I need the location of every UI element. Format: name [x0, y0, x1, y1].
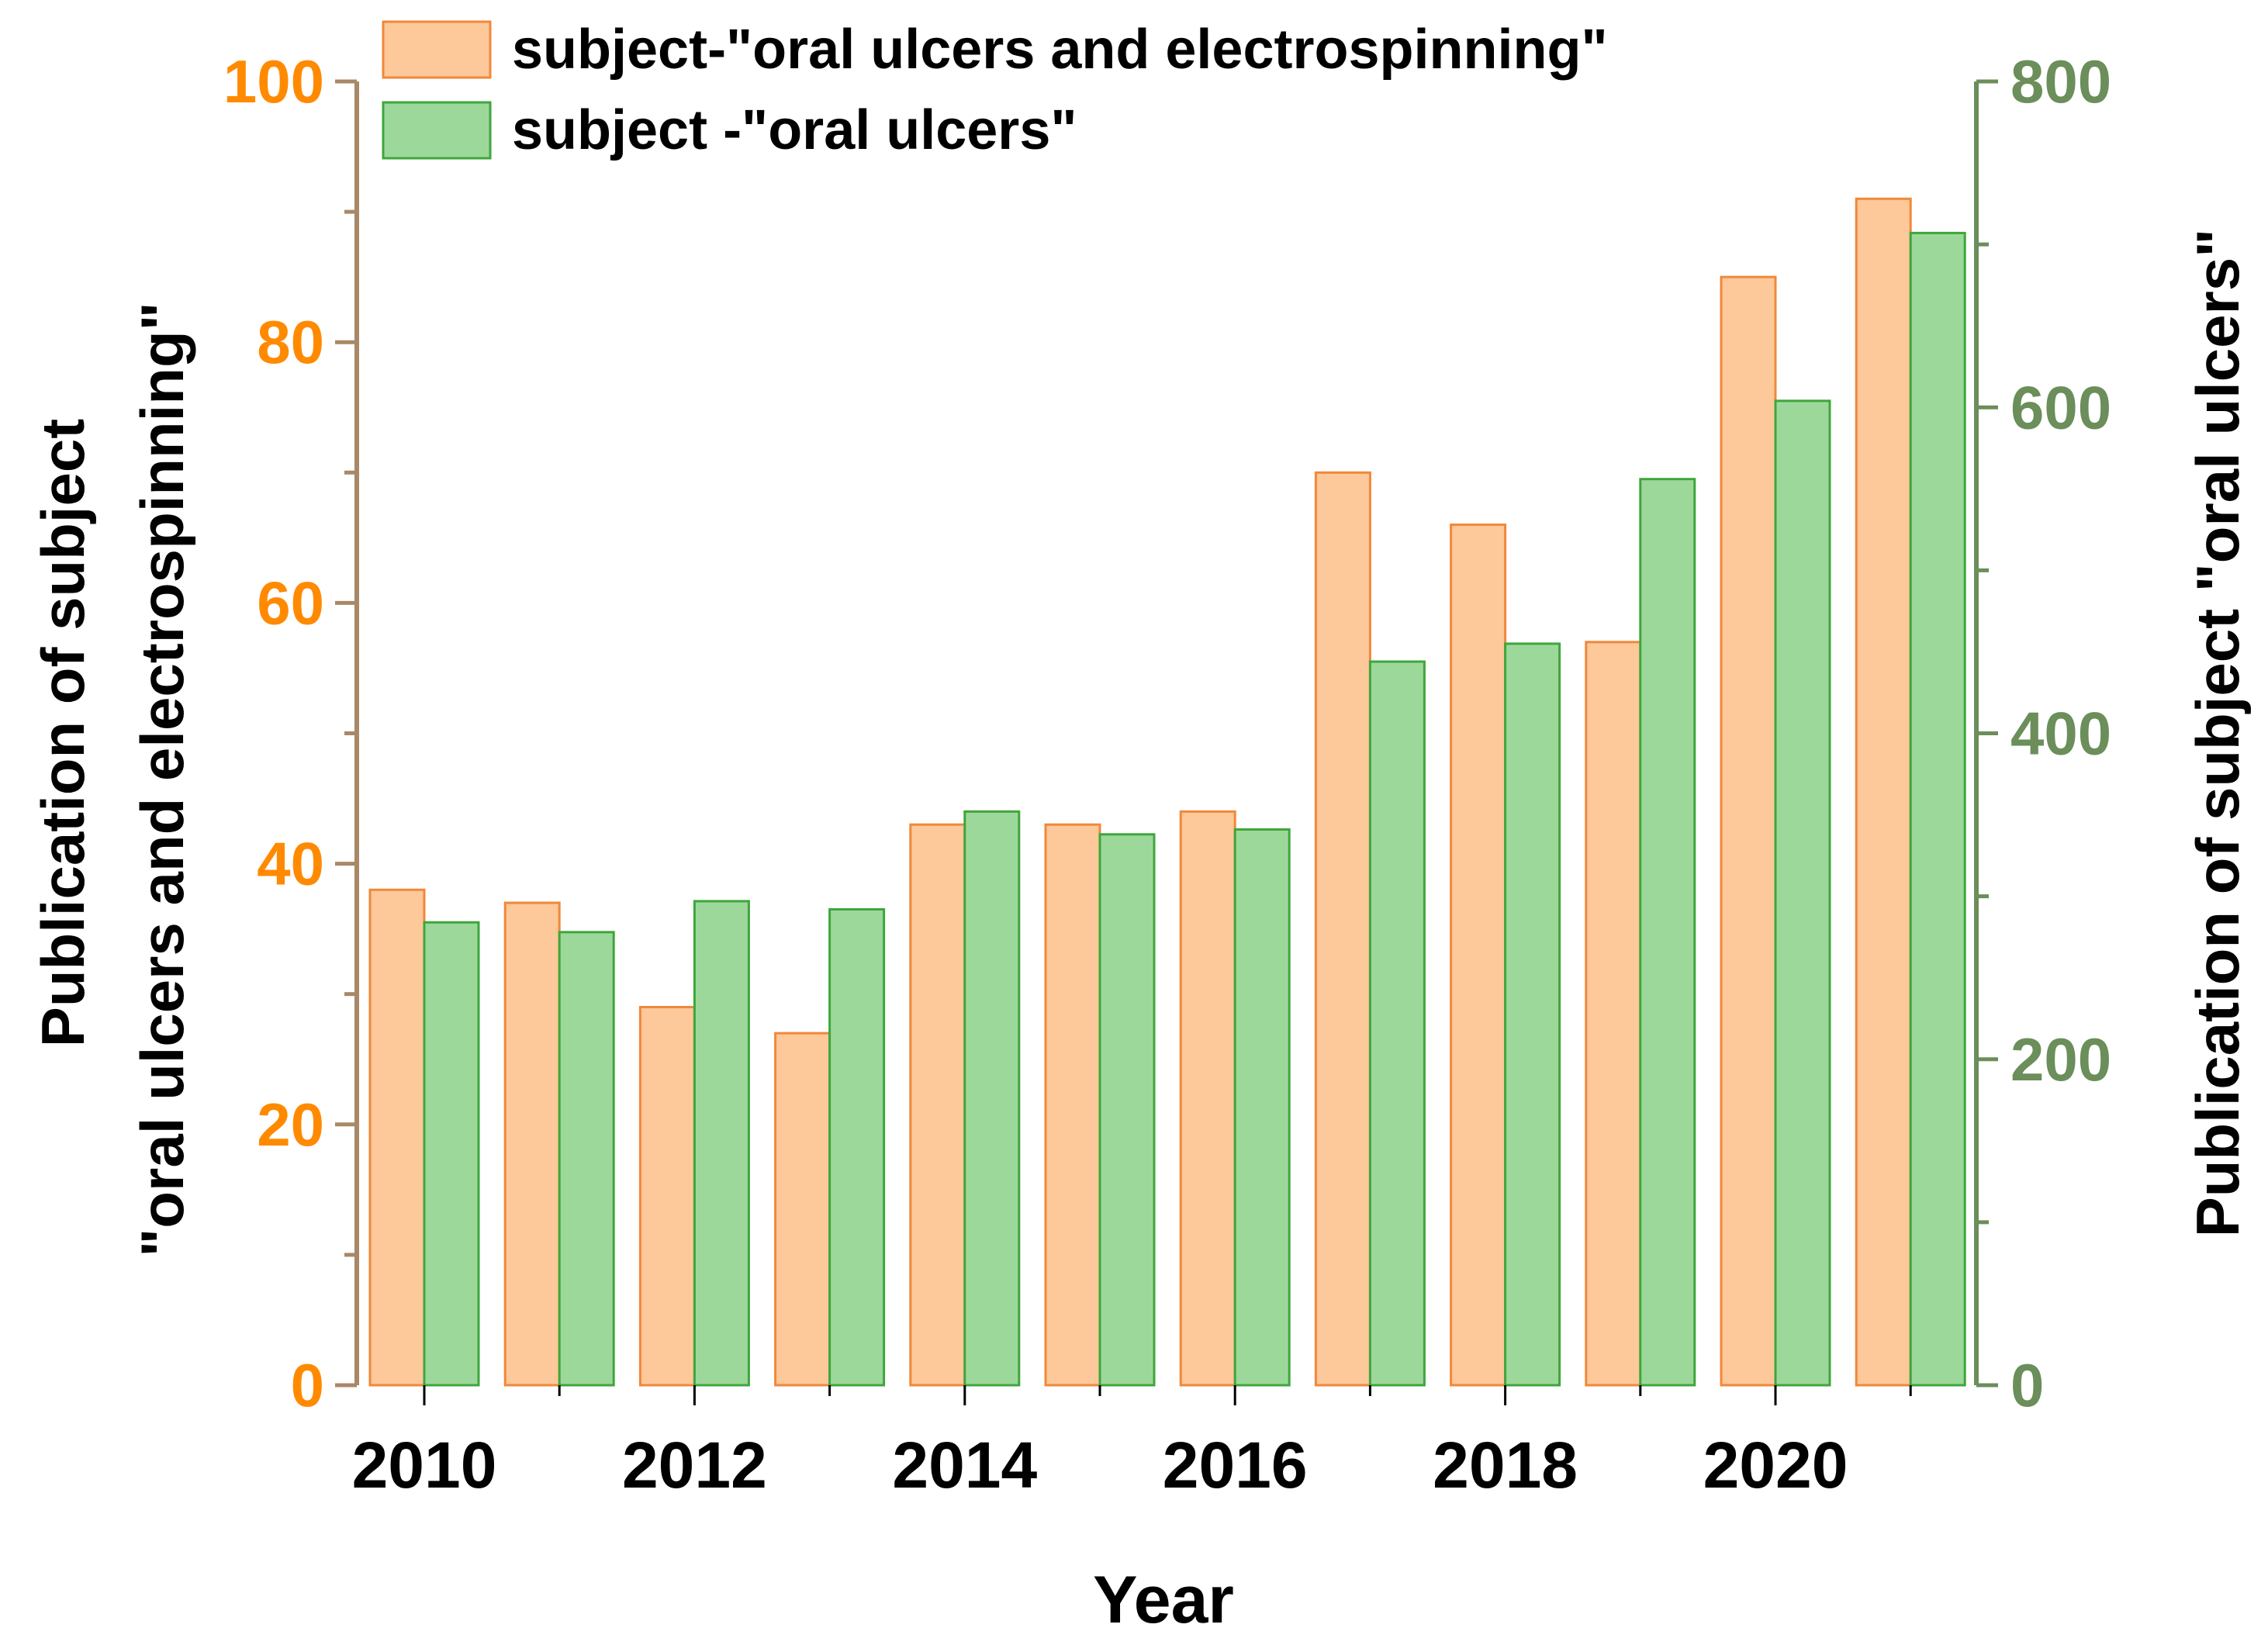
right-tick-label-200: 200	[2010, 1025, 2111, 1094]
axes-layer: 0 20 40 60 80 100 0 200 400 600 800 2010 2012 2014 201…	[223, 47, 2111, 1502]
bar-oral-ulcers-2011	[558, 931, 615, 1387]
bar-electrospinning-2012	[638, 1006, 696, 1387]
x-tick-label-2014: 2014	[892, 1429, 1037, 1502]
bar-electrospinning-2011	[503, 901, 561, 1387]
bar-oral-ulcers-2016	[1233, 828, 1291, 1387]
right-tick-label-400: 400	[2010, 700, 2111, 768]
left-axis-title-line2: "oral ulcers and electrospinning"	[128, 302, 196, 1256]
bars-layer	[368, 197, 1966, 1387]
bar-electrospinning-2013	[774, 1032, 831, 1387]
legend-label-electrospinning: subject-"oral ulcers and electrospinning…	[512, 19, 1608, 81]
bar-electrospinning-2015	[1044, 823, 1101, 1387]
left-axis-title-line1: Publication of subject	[29, 419, 97, 1047]
x-tick-label-2012: 2012	[622, 1429, 767, 1502]
x-tick-label-2020: 2020	[1703, 1429, 1848, 1502]
bar-oral-ulcers-2020	[1774, 399, 1831, 1387]
bar-electrospinning-2020	[1720, 275, 1777, 1387]
bar-electrospinning-2016	[1179, 810, 1236, 1387]
bar-electrospinning-2014	[909, 823, 966, 1387]
right-tick-label-800: 800	[2010, 47, 2111, 116]
x-axis-title: Year	[1093, 1563, 1234, 1637]
bar-oral-ulcers-2019	[1639, 478, 1696, 1387]
bar-electrospinning-2021	[1855, 197, 1912, 1387]
bar-oral-ulcers-2013	[828, 907, 886, 1387]
bar-oral-ulcers-2017	[1368, 660, 1426, 1387]
bar-oral-ulcers-2018	[1504, 642, 1561, 1387]
x-tick-label-2016: 2016	[1163, 1429, 1308, 1502]
bar-electrospinning-2010	[368, 888, 426, 1387]
x-tick-label-2018: 2018	[1433, 1429, 1578, 1502]
bar-oral-ulcers-2012	[693, 900, 750, 1387]
right-tick-label-0: 0	[2010, 1351, 2044, 1419]
bar-oral-ulcers-2021	[1909, 231, 1966, 1387]
left-tick-label-0: 0	[291, 1351, 324, 1419]
left-tick-label-60: 60	[257, 569, 324, 637]
legend-swatch-oral-ulcers	[382, 101, 492, 160]
bar-oral-ulcers-2010	[423, 921, 480, 1387]
left-tick-label-40: 40	[257, 830, 324, 898]
left-tick-label-20: 20	[257, 1090, 324, 1159]
legend: subject-"oral ulcers and electrospinning…	[382, 19, 1608, 161]
left-tick-label-80: 80	[257, 308, 324, 376]
left-tick-label-100: 100	[223, 47, 324, 116]
right-tick-label-600: 600	[2010, 373, 2111, 441]
bar-electrospinning-2019	[1585, 641, 1642, 1387]
legend-swatch-electrospinning	[382, 20, 492, 79]
bar-electrospinning-2017	[1314, 471, 1371, 1387]
bar-oral-ulcers-2014	[963, 810, 1021, 1387]
bar-oral-ulcers-2015	[1098, 833, 1156, 1387]
x-tick-label-2010: 2010	[352, 1429, 497, 1502]
right-axis-title: Publication of subject "oral ulcers"	[2183, 229, 2252, 1238]
bar-electrospinning-2018	[1450, 524, 1507, 1387]
legend-label-oral-ulcers: subject -"oral ulcers"	[512, 99, 1077, 161]
